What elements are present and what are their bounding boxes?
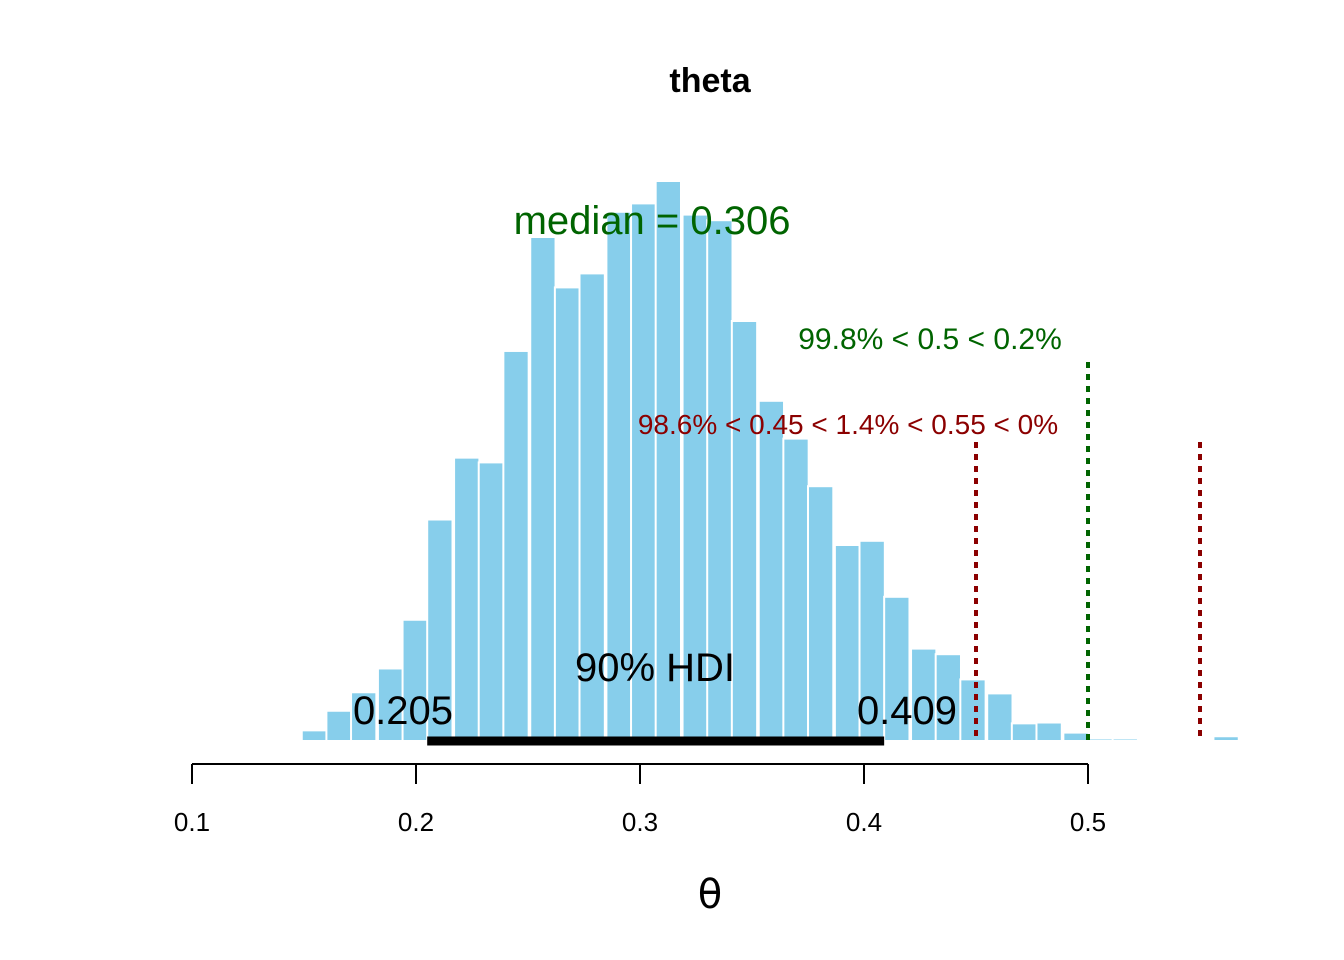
histogram-bar-36 bbox=[1111, 737, 1139, 742]
histogram-bar-35 bbox=[1087, 737, 1115, 742]
hdi-label: 90% HDI bbox=[575, 646, 735, 690]
histogram-bar-4 bbox=[300, 729, 329, 742]
rope-label: 98.6% < 0.45 < 1.4% < 0.55 < 0% bbox=[638, 409, 1058, 440]
hdi-low-label: 0.205 bbox=[353, 689, 453, 733]
x-tick-label-4: 0.5 bbox=[1070, 807, 1106, 837]
histogram-bar-32 bbox=[1010, 722, 1039, 742]
histogram-bar-12 bbox=[502, 349, 530, 742]
histogram-bar-2 bbox=[249, 739, 277, 742]
x-tick-label-2: 0.3 bbox=[622, 807, 658, 837]
x-axis-label: θ bbox=[698, 872, 722, 918]
comparison-label: 99.8% < 0.5 < 0.2% bbox=[798, 323, 1062, 356]
median-label: median = 0.306 bbox=[514, 199, 791, 243]
histogram-bar-22 bbox=[757, 399, 786, 742]
histogram-bar-33 bbox=[1035, 721, 1063, 743]
hdi-high-label: 0.409 bbox=[857, 689, 957, 733]
histogram-bar-5 bbox=[325, 709, 353, 743]
histogram-bar-7 bbox=[376, 667, 405, 742]
x-tick-label-1: 0.2 bbox=[398, 807, 434, 837]
histogram-bar-37 bbox=[1212, 735, 1240, 742]
histogram-bar-11 bbox=[477, 461, 506, 742]
x-axis: 0.1 0.2 0.3 0.4 0.5 bbox=[174, 763, 1106, 837]
histogram-bar-23 bbox=[782, 437, 810, 742]
histogram-bar-9 bbox=[426, 518, 454, 743]
histogram-bar-0 bbox=[199, 739, 228, 742]
histogram-bar-21 bbox=[730, 320, 759, 742]
annotation-marks bbox=[427, 362, 1202, 746]
x-tick-label-3: 0.4 bbox=[846, 807, 882, 837]
histogram-bar-31 bbox=[986, 692, 1014, 743]
chart-title: theta bbox=[669, 62, 751, 100]
histogram-bar-13 bbox=[529, 236, 557, 742]
histogram-bar-28 bbox=[910, 647, 938, 742]
histogram-bar-10 bbox=[453, 456, 481, 742]
histogram-bar-34 bbox=[1062, 731, 1090, 742]
histogram-bar-27 bbox=[883, 595, 911, 742]
histogram-bars bbox=[199, 180, 1240, 743]
histogram-bar-14 bbox=[553, 286, 582, 742]
histogram-bar-1 bbox=[224, 739, 252, 742]
histogram-bar-15 bbox=[578, 272, 606, 742]
histogram-bar-6 bbox=[350, 691, 378, 743]
histogram-bar-24 bbox=[807, 485, 835, 743]
histogram-bar-3 bbox=[273, 739, 302, 742]
histogram-bar-25 bbox=[833, 544, 862, 742]
histogram-bar-30 bbox=[959, 678, 987, 743]
x-tick-label-0: 0.1 bbox=[174, 807, 210, 837]
